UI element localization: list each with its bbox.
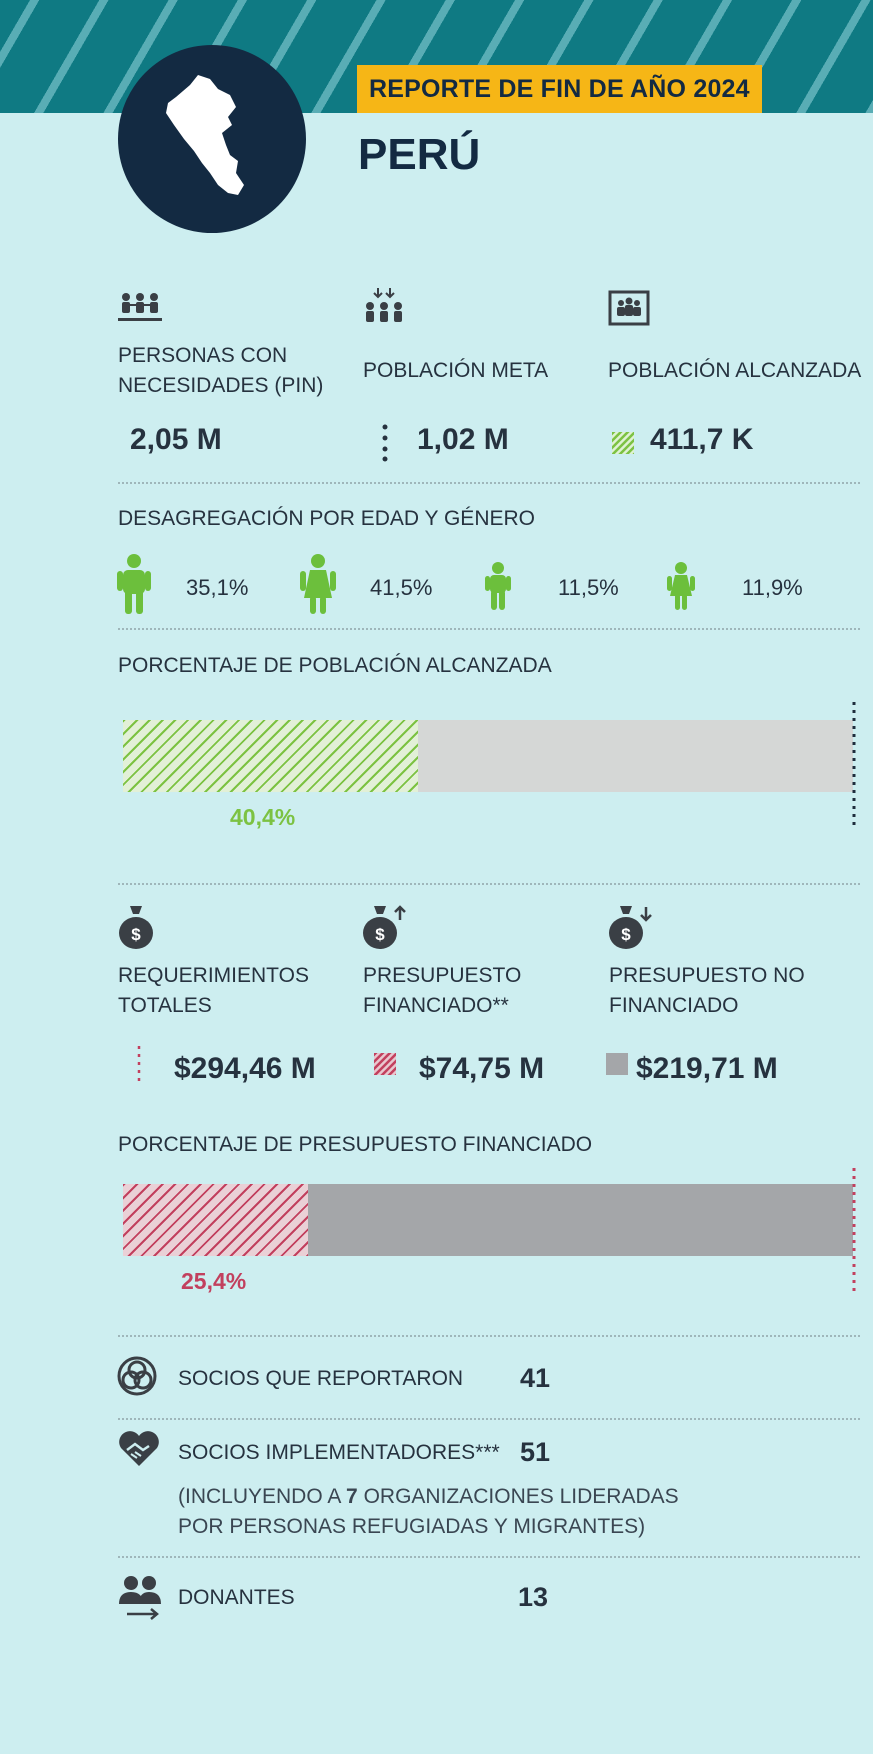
women-percentage: 41,5% <box>370 575 433 600</box>
section-divider <box>118 628 860 630</box>
hatched-red-legend-icon <box>374 1053 396 1075</box>
people-holding-hands-icon <box>118 293 162 321</box>
grey-square-legend-icon <box>606 1053 628 1075</box>
heart-handshake-icon <box>119 1431 159 1466</box>
money-bag-down-icon: $ <box>609 906 652 949</box>
section-divider <box>118 482 860 484</box>
note-line1-suffix: ORGANIZACIONES LIDERADAS <box>357 1485 679 1508</box>
boys-percentage: 11,5% <box>558 575 619 600</box>
hatched-green-legend-icon <box>612 432 634 454</box>
note-number: 7 <box>346 1485 358 1508</box>
pin-label-text: PERSONAS CON NECESIDADES (PIN) <box>118 344 324 397</box>
disaggregation-title: DESAGREGACIÓN POR EDAD Y GÉNERO <box>118 507 535 530</box>
woman-icon <box>300 554 336 614</box>
girl-icon <box>667 562 695 610</box>
girls-percentage: 11,9% <box>742 575 803 600</box>
reach-progress-bar <box>123 720 853 792</box>
donors-icon <box>119 1576 161 1620</box>
unfunded-budget-value: $219,71 M <box>636 1052 778 1085</box>
implementing-partners-label: SOCIOS IMPLEMENTADORES*** <box>178 1441 500 1464</box>
dotted-line-marker-icon <box>382 424 388 462</box>
pin-label: PERSONAS CON NECESIDADES (PIN) <box>118 341 338 401</box>
reporting-partners-label: SOCIOS QUE REPORTARON <box>178 1367 464 1390</box>
svg-text:$: $ <box>375 925 385 944</box>
man-icon <box>117 554 151 614</box>
country-title: PERÚ <box>358 130 481 179</box>
target-population-value: 1,02 M <box>417 423 509 456</box>
men-percentage: 35,1% <box>186 575 249 600</box>
interlocking-circles-icon <box>117 1356 157 1396</box>
section-divider <box>118 1556 860 1558</box>
funding-progress-bar <box>123 1184 853 1256</box>
money-bag-up-icon: $ <box>363 905 406 949</box>
target-population-label: POBLACIÓN META <box>363 359 549 382</box>
funded-budget-label: PRESUPUESTO FINANCIADO** <box>363 964 522 1017</box>
boy-icon <box>485 562 511 610</box>
implementing-partners-note: (INCLUYENDO A 7 ORGANIZACIONES LIDERADAS… <box>178 1482 738 1542</box>
donors-label: DONANTES <box>178 1586 295 1609</box>
requirement-dotted-line-icon <box>852 1168 856 1296</box>
report-title-badge: REPORTE DE FIN DE AÑO 2024 <box>357 65 762 113</box>
reach-bar-title: PORCENTAJE DE POBLACIÓN ALCANZADA <box>118 654 552 677</box>
svg-text:$: $ <box>621 925 631 944</box>
target-dotted-line-icon <box>852 702 856 826</box>
note-line2: POR PERSONAS REFUGIADAS Y MIGRANTES) <box>178 1515 646 1538</box>
implementing-partners-value: 51 <box>520 1437 551 1467</box>
note-prefix: (INCLUYENDO A <box>178 1485 347 1508</box>
reached-population-value: 411,7 K <box>650 423 754 456</box>
svg-text:$: $ <box>131 925 141 944</box>
funding-percentage-label: 25,4% <box>181 1268 247 1294</box>
reached-population-icon <box>608 290 650 326</box>
peru-map-icon <box>166 75 244 195</box>
red-dotted-marker-icon <box>137 1046 141 1082</box>
funding-bar-title: PORCENTAJE DE PRESUPUESTO FINANCIADO <box>118 1133 593 1156</box>
section-divider <box>118 1418 860 1420</box>
total-requirements-value: $294,46 M <box>174 1052 316 1085</box>
donors-value: 13 <box>518 1582 549 1612</box>
target-people-icon <box>366 288 402 322</box>
money-bag-icon: $ <box>119 906 153 949</box>
funding-progress-fill <box>123 1184 309 1256</box>
country-map-badge <box>118 45 306 233</box>
section-divider <box>118 883 860 885</box>
reach-percentage-label: 40,4% <box>230 804 296 830</box>
total-requirements-label: REQUERIMIENTOS TOTALES <box>118 964 309 1017</box>
pin-value: 2,05 M <box>130 423 222 456</box>
unfunded-budget-label: PRESUPUESTO NO FINANCIADO <box>609 964 805 1017</box>
funded-budget-value: $74,75 M <box>419 1052 545 1085</box>
reached-population-label: POBLACIÓN ALCANZADA <box>608 359 862 382</box>
section-divider <box>118 1335 860 1337</box>
reach-progress-fill <box>123 720 418 792</box>
reporting-partners-value: 41 <box>520 1363 551 1393</box>
